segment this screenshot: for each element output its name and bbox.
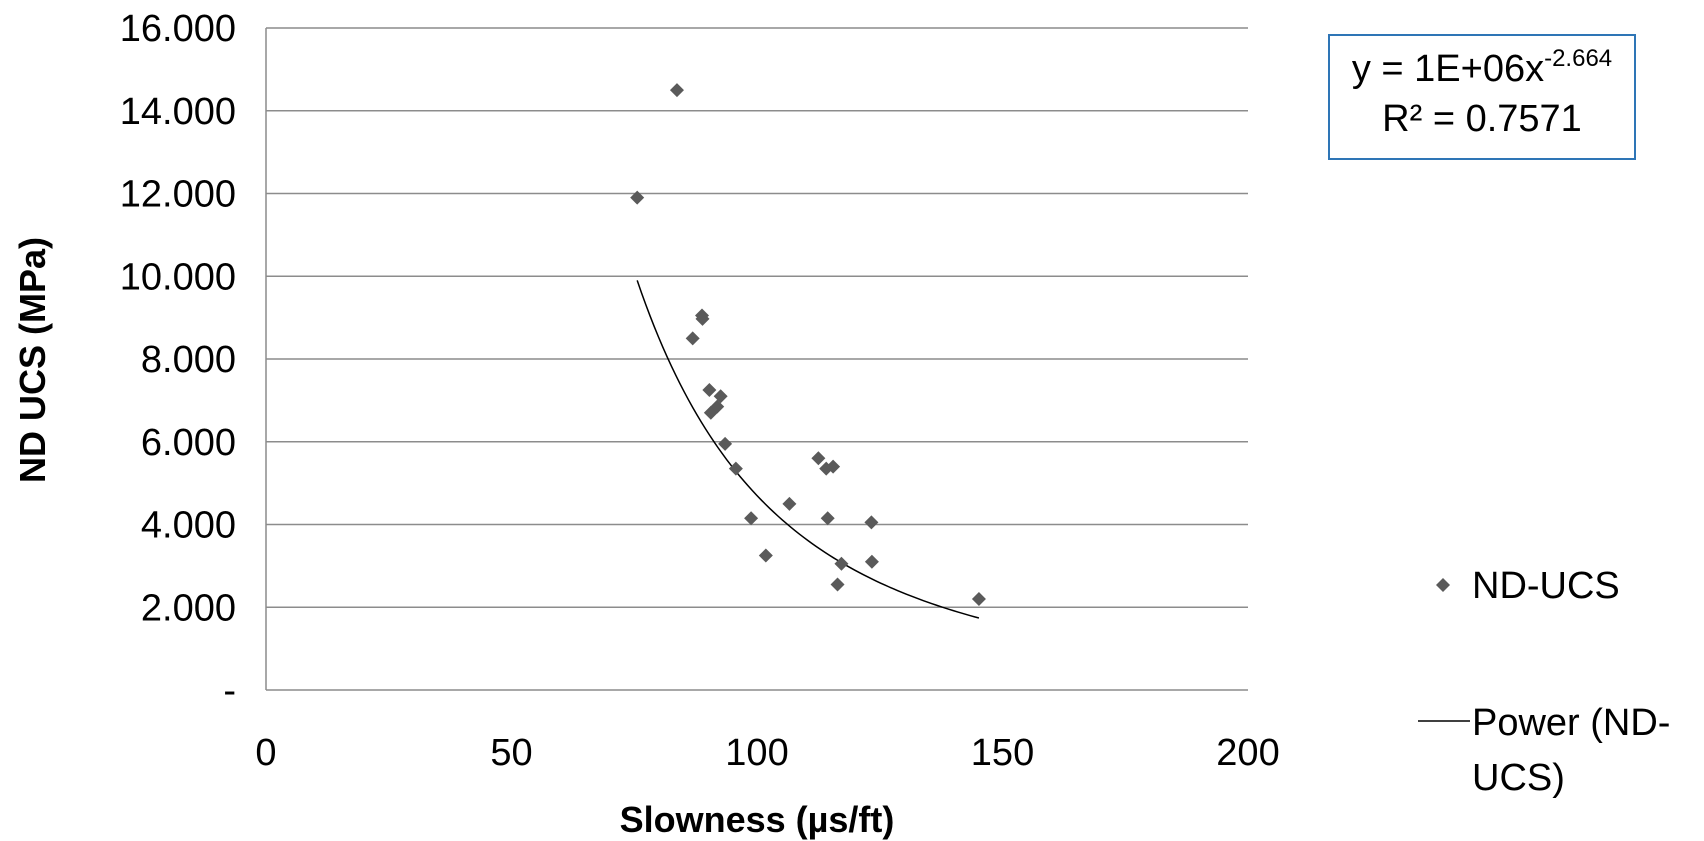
y-tick-label-0: - [223, 670, 236, 712]
x-tick-label-0: 0 [255, 732, 276, 774]
r-squared: R² = 0.7571 [1382, 98, 1582, 140]
gridlines [266, 27, 1248, 608]
data-point-9 [718, 436, 733, 451]
x-axis-title: Slowness (µs/ft) [620, 799, 895, 840]
data-point-13 [782, 496, 797, 511]
power-trendline [636, 280, 980, 619]
x-tick-label-4: 200 [1216, 732, 1279, 774]
data-point-2 [685, 331, 700, 346]
trendline-layer [636, 280, 980, 619]
data-point-14 [811, 451, 826, 466]
equation-exponent: -2.664 [1544, 45, 1613, 72]
data-point-12 [758, 548, 773, 563]
equation-line: y = 1E+06x-2.664 [1330, 44, 1634, 94]
data-point-5 [702, 383, 717, 398]
data-point-1 [669, 83, 684, 98]
legend-label-power-line1: Power (ND- [1472, 702, 1670, 744]
x-tick-label-2: 100 [725, 732, 788, 774]
y-tick-label-2: 4.000 [141, 505, 236, 547]
data-point-19 [834, 556, 849, 571]
data-point-11 [744, 511, 759, 526]
data-point-21 [864, 554, 879, 569]
data-point-22 [971, 591, 986, 606]
legend-label-power-line2: UCS) [1472, 757, 1565, 799]
y-tick-label-6: 12.000 [120, 174, 236, 216]
data-point-20 [864, 515, 879, 530]
x-tick-label-1: 50 [490, 732, 532, 774]
data-point-10 [728, 461, 743, 476]
y-tick-label-8: 16.000 [120, 8, 236, 50]
y-tick-label-5: 10.000 [120, 256, 236, 298]
y-tick-label-3: 6.000 [141, 422, 236, 464]
data-point-0 [630, 190, 645, 205]
x-tick-labels: 0 50 100 150 200 [255, 732, 1279, 774]
legend-marker-diamond [1436, 578, 1450, 592]
data-point-16 [820, 511, 835, 526]
legend-label-nd-ucs: ND-UCS [1472, 565, 1620, 607]
y-axis-title: ND UCS (MPa) [12, 237, 53, 483]
y-tick-label-4: 8.000 [141, 339, 236, 381]
trendline-equation-box: y = 1E+06x-2.664 R² = 0.7571 [1328, 34, 1636, 160]
data-point-8 [713, 389, 728, 404]
data-points [630, 83, 986, 606]
data-point-17 [826, 459, 841, 474]
y-tick-labels: - 2.000 4.000 6.000 8.000 10.000 12.000 14.000 1… [120, 8, 236, 712]
x-tick-label-3: 150 [971, 732, 1034, 774]
y-tick-label-7: 14.000 [120, 91, 236, 133]
y-tick-label-1: 2.000 [141, 587, 236, 629]
data-point-18 [830, 577, 845, 592]
legend: ND-UCS Power (ND- UCS) [1418, 565, 1670, 799]
data-point-4 [695, 311, 710, 326]
axes [265, 28, 1248, 691]
equation-main: y = 1E+06x [1351, 48, 1545, 90]
